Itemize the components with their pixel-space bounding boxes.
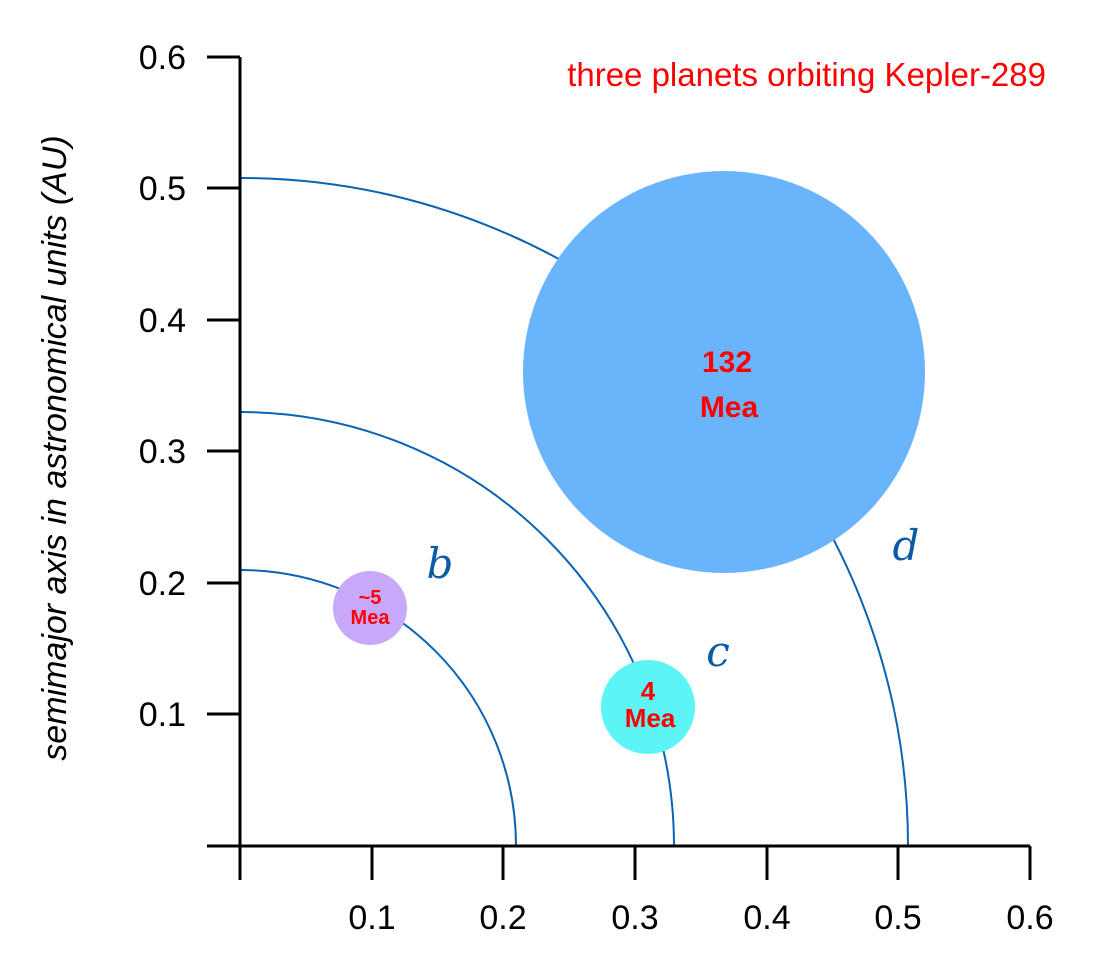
axes [207, 55, 1032, 880]
orbit-b [239, 569, 517, 847]
x-tick-0.4: 0.4 [743, 899, 790, 937]
planet-d: 132 Mea [523, 171, 925, 573]
planet-c-mass-value: 4 [641, 676, 656, 706]
planet-d-mass-value: 132 [702, 346, 752, 379]
x-tick-0.2: 0.2 [479, 899, 526, 937]
planet-c: 4 Mea [601, 660, 695, 754]
chart-title: three planets orbiting Kepler-289 [567, 56, 1046, 93]
x-tick-0.1: 0.1 [348, 899, 395, 937]
y-tick-0.3: 0.3 [139, 433, 186, 471]
x-tick-0.5: 0.5 [874, 899, 921, 937]
planet-d-mass-unit: Mea [700, 391, 759, 424]
y-tick-0.5: 0.5 [139, 170, 186, 208]
planet-b-mass-value: ~5 [359, 587, 382, 609]
x-tick-0.3: 0.3 [611, 899, 658, 937]
y-tick-0.4: 0.4 [139, 302, 186, 340]
y-tick-0.1: 0.1 [139, 696, 186, 734]
orbit-label-d: d [893, 521, 920, 570]
planet-b: ~5 Mea [333, 571, 407, 645]
planet-b-marker [333, 571, 407, 645]
planet-c-marker [601, 660, 695, 754]
y-axis-label: semimajor axis in astronomical units (AU… [36, 135, 74, 760]
planet-b-mass-unit: Mea [351, 607, 391, 629]
y-tick-0.6: 0.6 [139, 39, 186, 77]
orbit-label-b: b [427, 539, 454, 588]
planet-c-mass-unit: Mea [625, 703, 676, 733]
x-tick-labels: 0.1 0.2 0.3 0.4 0.5 0.6 [348, 899, 1053, 937]
y-tick-0.2: 0.2 [139, 565, 186, 603]
planet-d-marker [523, 171, 925, 573]
orbit-label-c: c [706, 627, 730, 676]
y-tick-labels: 0.6 0.5 0.4 0.3 0.2 0.1 [139, 39, 186, 734]
x-tick-0.6: 0.6 [1006, 899, 1053, 937]
